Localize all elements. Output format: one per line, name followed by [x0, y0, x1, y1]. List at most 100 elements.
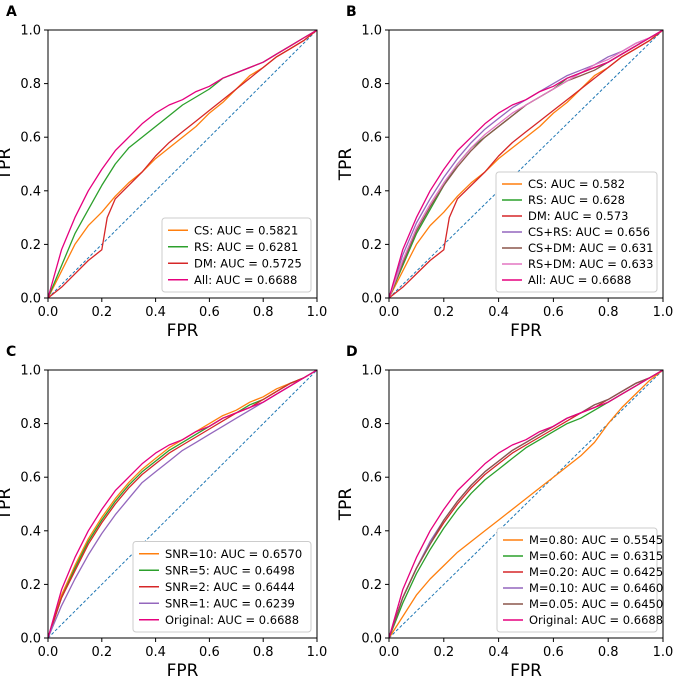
panel-a-legend-box	[161, 217, 312, 293]
panel-a-y-tick-label: 0.4	[20, 184, 41, 199]
panel-c-x-tick-label: 0.0	[38, 645, 59, 660]
panel-d-y-tick-label: 0.8	[361, 417, 382, 432]
panel-b-x-tick-label: 0.8	[598, 305, 619, 320]
panel-d-roc-curve-6	[388, 369, 664, 639]
panel-d-x-tick-label: 0.8	[598, 645, 619, 660]
panel-a-x-tick-label: 0.2	[91, 305, 112, 320]
panel-c-roc-curve-3	[47, 369, 318, 639]
panel-d-x-tick-label: 0.4	[488, 645, 509, 660]
panel-a-y-tick-label: 0.0	[20, 292, 41, 307]
panel-d-roc-curve-5	[388, 369, 664, 639]
panel-a-legend-label: All: AUC = 0.6688	[194, 273, 297, 287]
panel-c-x-tick-label: 0.4	[145, 645, 166, 660]
panel-a-x-tick-label: 0.4	[145, 305, 166, 320]
panel-b-y-tick-label: 0.4	[361, 184, 382, 199]
panel-c-legend-label: SNR=10: AUC = 0.6570	[165, 547, 302, 561]
panel-b-legend-label: RS+DM: AUC = 0.633	[528, 257, 653, 271]
panel-a-x-tick-label: 0.8	[253, 305, 274, 320]
panel-a-legend-label: DM: AUC = 0.5725	[194, 256, 302, 270]
panel-a-letter: A	[6, 4, 17, 20]
panel-b-chance-diagonal	[388, 29, 664, 299]
panel-c-legend-label: SNR=1: AUC = 0.6239	[165, 596, 295, 610]
panel-a-roc-curve-3	[47, 29, 318, 299]
panel-a-legend-label: RS: AUC = 0.6281	[194, 240, 298, 254]
panel-d-plot-frame	[388, 369, 664, 639]
panel-a-legend: CS: AUC = 0.5821 RS: AUC = 0.6281 DM: AUC …	[161, 217, 312, 293]
panel-d-legend-label: M=0.80: AUC = 0.5545	[529, 533, 663, 547]
panel-a-x-tick-label: 0.0	[38, 305, 59, 320]
panel-b-x-tick-label: 0.6	[543, 305, 564, 320]
panel-b-plot-frame	[388, 29, 664, 299]
panel-a: A 0.0 0.2 0.4 0.6 0.8 1.0 0.0 0.2 0.4 0.6 0.8 1.0 FPR…	[0, 4, 327, 341]
panel-b-x-tick-label: 1.0	[653, 305, 674, 320]
panel-c-legend-label: SNR=2: AUC = 0.6444	[165, 580, 295, 594]
panel-c-chance-diagonal	[47, 369, 318, 639]
panel-c-x-tick-label: 0.8	[253, 645, 274, 660]
panel-c-x-axis-label: FPR	[167, 661, 199, 679]
panel-a-x-tick-label: 0.6	[199, 305, 220, 320]
panel-a-y-tick-label: 0.8	[20, 77, 41, 92]
panel-a-y-axis-label: TPR	[0, 148, 15, 182]
panel-b-roc-curve-6	[388, 29, 664, 299]
panel-d-x-tick-label: 0.0	[379, 645, 400, 660]
panel-d-x-tick-label: 0.2	[433, 645, 454, 660]
panel-c-x-tick-label: 0.6	[199, 645, 220, 660]
panel-c-legend-label: SNR=5: AUC = 0.6498	[165, 563, 295, 577]
panel-b-y-tick-label: 1.0	[361, 24, 382, 39]
panel-b-roc-curve-7	[388, 29, 664, 299]
panel-b-roc-curve-3	[388, 29, 664, 299]
panel-a-y-tick-label: 0.2	[20, 238, 41, 253]
panel-d-legend-label: M=0.10: AUC = 0.6460	[529, 581, 663, 595]
panel-a-roc-curve-4	[47, 29, 318, 299]
panel-d-legend-label: M=0.60: AUC = 0.6315	[529, 549, 663, 563]
panel-c-y-tick-label: 0.4	[20, 524, 41, 539]
panel-b-y-axis-label: TPR	[336, 148, 356, 182]
panel-b-legend-box	[495, 171, 658, 293]
panel-c-letter: C	[6, 344, 16, 360]
panel-c-x-tick-label: 1.0	[307, 645, 328, 660]
panel-b-y-tick-label: 0.6	[361, 131, 382, 146]
panel-b-x-tick-label: 0.0	[379, 305, 400, 320]
panel-c-legend: SNR=10: AUC = 0.6570 SNR=5: AUC = 0.6498 S…	[132, 541, 312, 633]
panel-c-legend-box	[132, 541, 312, 633]
panel-b-legend-label: DM: AUC = 0.573	[528, 209, 629, 223]
panel-d-letter: D	[346, 344, 358, 360]
panel-a-legend-label: CS: AUC = 0.5821	[194, 223, 298, 237]
panel-b-legend-label: CS+RS: AUC = 0.656	[528, 225, 650, 239]
panel-b-legend-label: CS+DM: AUC = 0.631	[528, 241, 653, 255]
panel-b-letter: B	[346, 4, 357, 20]
panel-d-legend-box	[496, 527, 658, 633]
panel-c-y-tick-label: 1.0	[20, 364, 41, 379]
panel-c: C 0.0 0.2 0.4 0.6 0.8 1.0 0.0 0.2 0.4 0.6 0.8 1.0 FPR…	[0, 344, 327, 679]
panel-b-legend: CS: AUC = 0.582 RS: AUC = 0.628 DM: AUC = …	[495, 171, 658, 293]
panel-d-x-axis-label: FPR	[510, 661, 542, 679]
panel-d-legend: M=0.80: AUC = 0.5545 M=0.60: AUC = 0.6315…	[496, 527, 663, 633]
panel-c-legend-label: Original: AUC = 0.6688	[165, 613, 299, 627]
panel-c-roc-curve-5	[47, 369, 318, 639]
panel-b-x-tick-label: 0.4	[488, 305, 509, 320]
panel-d-legend-label: M=0.05: AUC = 0.6450	[529, 597, 663, 611]
panel-b-y-tick-label: 0.0	[361, 292, 382, 307]
panel-d-roc-curve-1	[388, 369, 664, 639]
panel-a-x-axis-label: FPR	[167, 321, 199, 341]
panel-d-y-axis-label: TPR	[336, 488, 356, 522]
panel-a-x-tick-label: 1.0	[307, 305, 328, 320]
panel-c-plot-frame	[47, 369, 318, 639]
panel-a-plot-frame	[47, 29, 318, 299]
panel-d-y-tick-label: 0.0	[361, 632, 382, 647]
panel-b: B 0.0 0.2 0.4 0.6 0.8 1.0 0.0 0.2 0.4 0.6 0.8 1.0 FPR…	[336, 4, 673, 341]
panel-b-x-axis-label: FPR	[510, 321, 542, 341]
panel-d-x-tick-label: 0.6	[543, 645, 564, 660]
panel-b-legend-label: CS: AUC = 0.582	[528, 177, 625, 191]
panel-d-legend-label: M=0.20: AUC = 0.6425	[529, 565, 663, 579]
panel-b-x-tick-label: 0.2	[433, 305, 454, 320]
panel-d-y-tick-label: 0.6	[361, 471, 382, 486]
panel-c-x-tick-label: 0.2	[91, 645, 112, 660]
panel-b-legend-label: All: AUC = 0.6688	[528, 273, 631, 287]
panel-c-y-tick-label: 0.8	[20, 417, 41, 432]
panel-a-y-tick-label: 1.0	[20, 24, 41, 39]
panel-a-y-tick-label: 0.6	[20, 131, 41, 146]
panel-a-chance-diagonal	[47, 29, 318, 299]
panel-d-y-tick-label: 0.2	[361, 578, 382, 593]
